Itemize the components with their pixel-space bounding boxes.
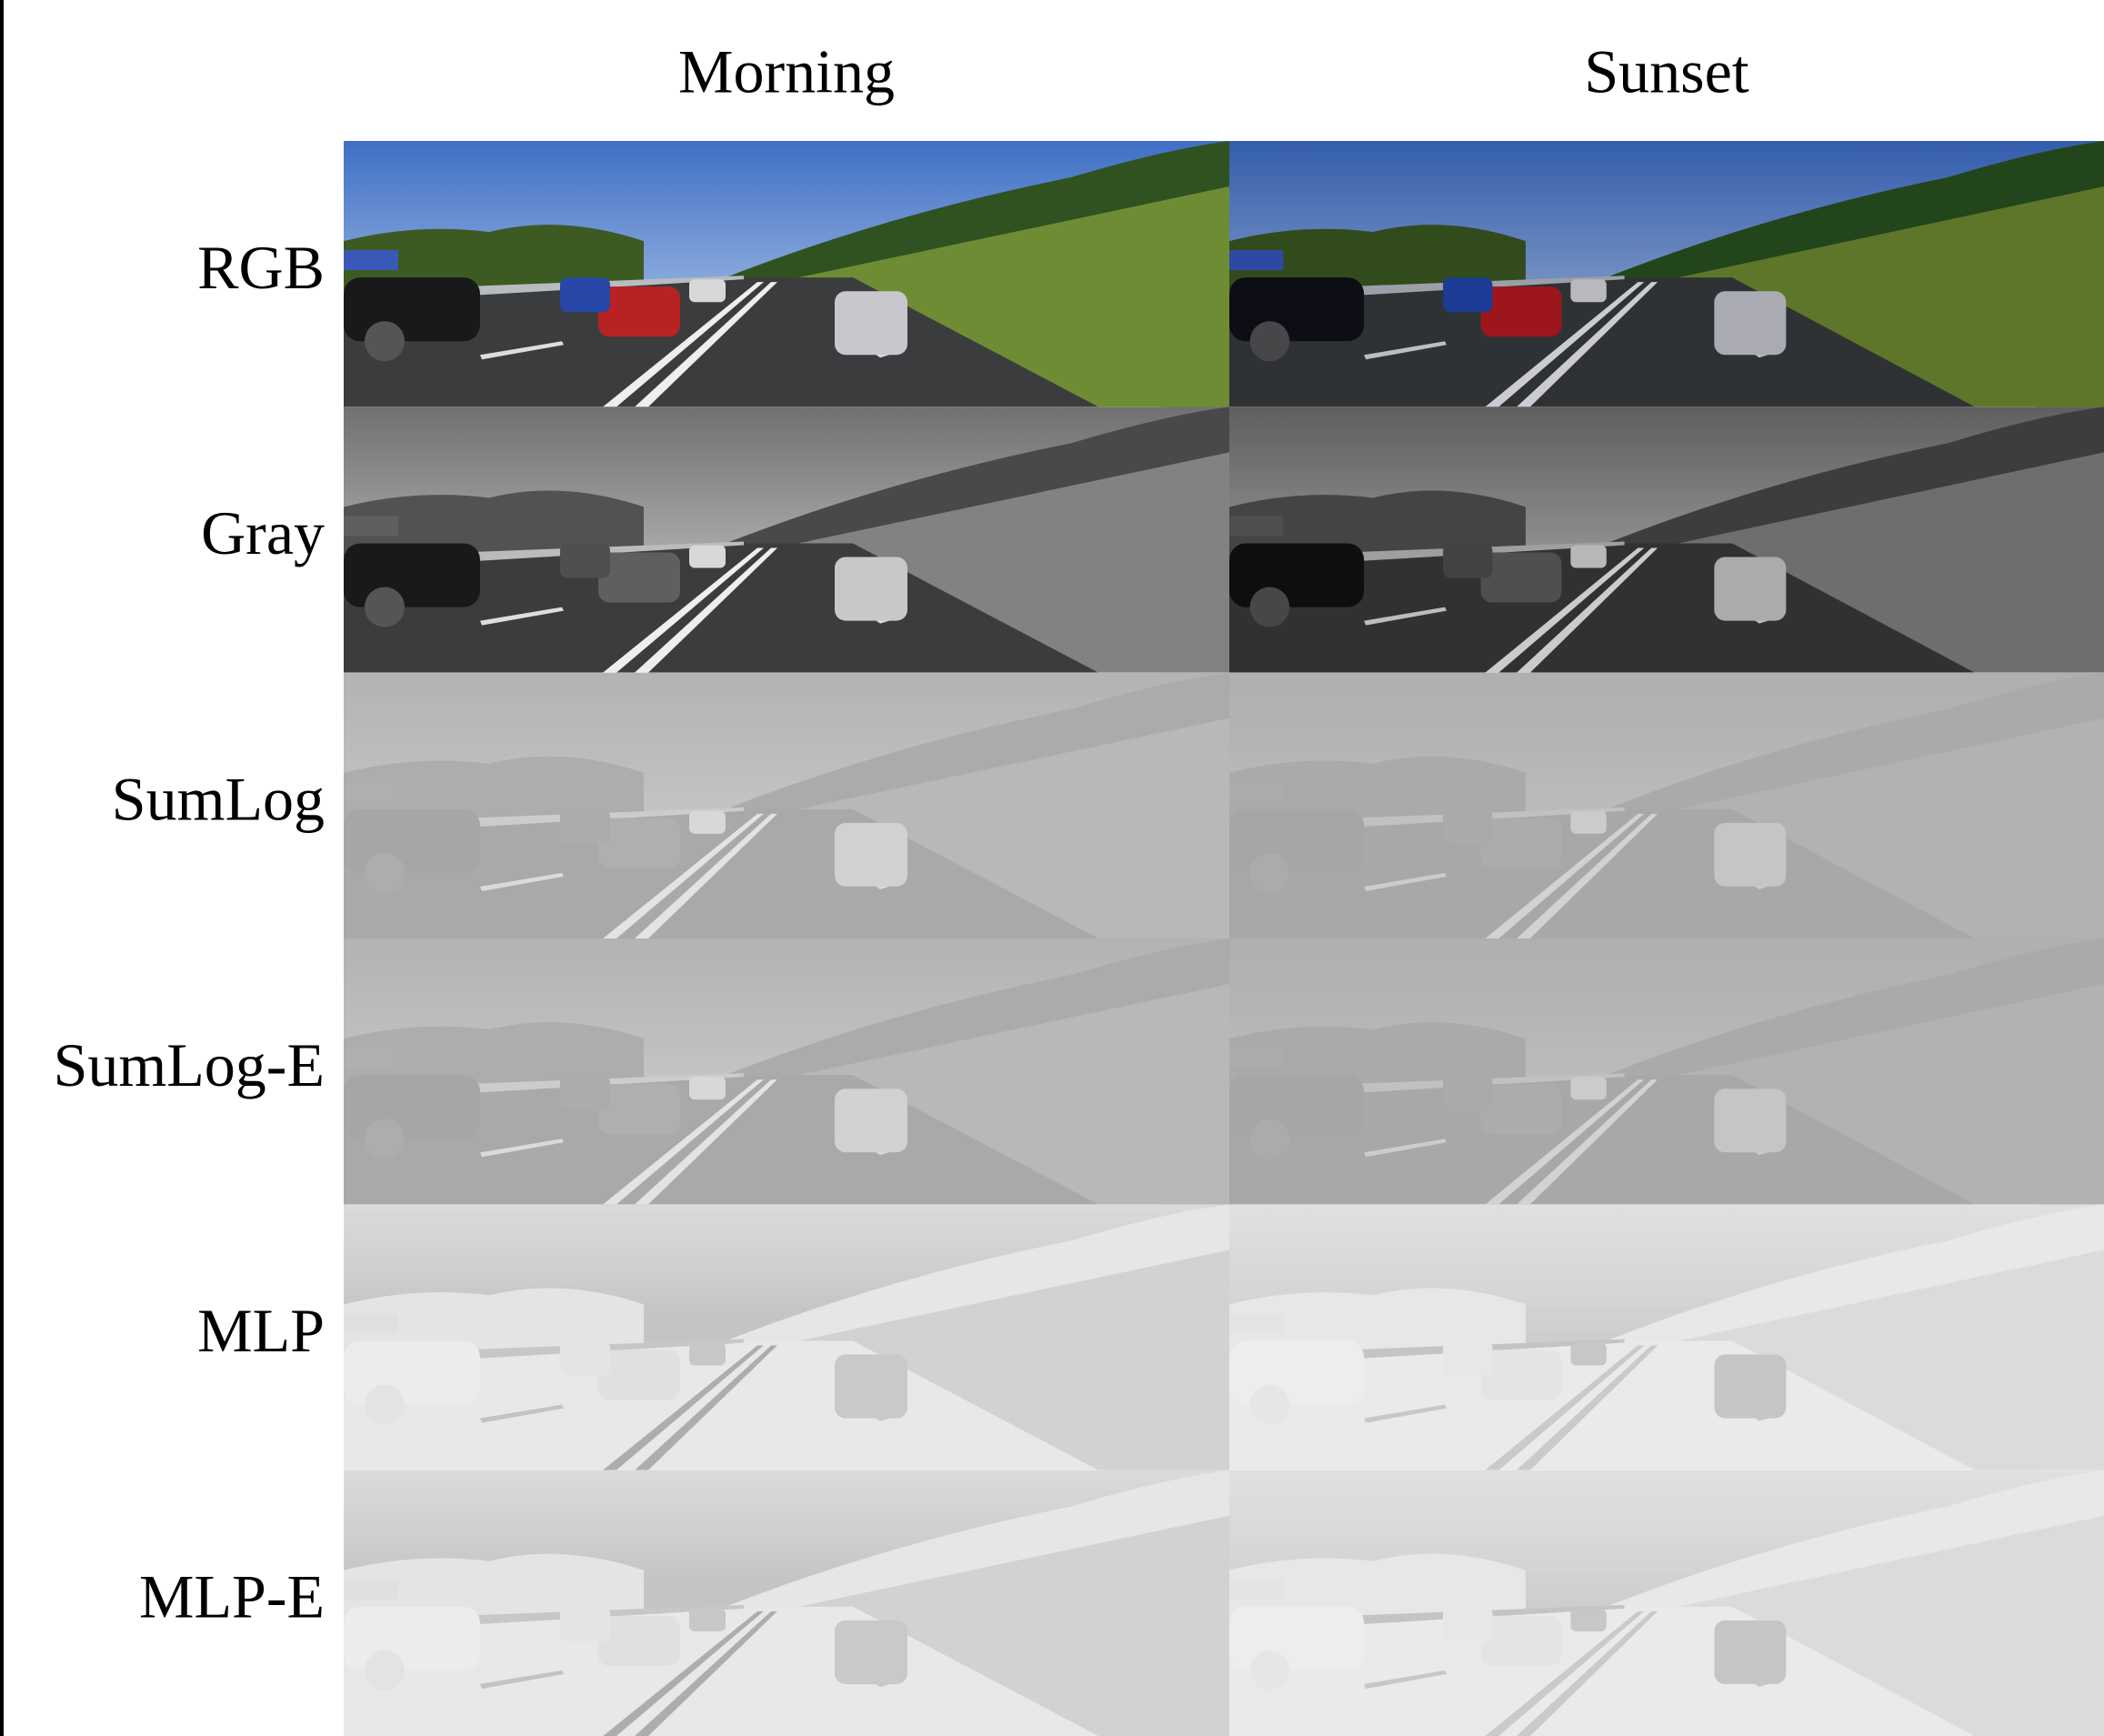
image-cell xyxy=(344,141,1229,406)
scene-image xyxy=(344,406,1229,672)
row-label: RGB xyxy=(197,233,325,302)
image-cell xyxy=(344,673,1229,938)
image-content xyxy=(344,673,1229,938)
figure: Morning Sunset RGB Gray SumLog SumLog-E MLP MLP… xyxy=(0,0,2104,1736)
scene-image xyxy=(1229,1470,2104,1736)
image-content xyxy=(344,406,1229,672)
column-header: Sunset xyxy=(1584,37,1748,106)
scene-image xyxy=(1229,406,2104,672)
image-cell xyxy=(344,1470,1229,1736)
image-content xyxy=(1229,141,2104,406)
image-content xyxy=(1229,1204,2104,1470)
image-content xyxy=(344,1470,1229,1736)
scene-image xyxy=(1229,1204,2104,1470)
image-cell xyxy=(1229,673,2104,938)
scene-image xyxy=(344,1470,1229,1736)
scene-image xyxy=(1229,141,2104,406)
image-cell xyxy=(344,406,1229,672)
scene-image xyxy=(344,938,1229,1204)
image-cell xyxy=(1229,938,2104,1204)
image-content xyxy=(1229,1470,2104,1736)
row-label: MLP xyxy=(197,1296,325,1365)
scene-image xyxy=(1229,673,2104,938)
row-label: Gray xyxy=(201,498,325,567)
row-label: SumLog-E xyxy=(54,1030,325,1099)
image-cell xyxy=(1229,1470,2104,1736)
image-cell xyxy=(1229,1204,2104,1470)
image-content xyxy=(1229,938,2104,1204)
image-content xyxy=(344,1204,1229,1470)
image-content xyxy=(344,938,1229,1204)
image-content xyxy=(1229,673,2104,938)
image-content xyxy=(344,141,1229,406)
row-label: MLP-E xyxy=(139,1561,325,1631)
scene-image xyxy=(344,1204,1229,1470)
image-cell xyxy=(1229,406,2104,672)
image-cell xyxy=(344,938,1229,1204)
scene-image xyxy=(344,673,1229,938)
left-border xyxy=(0,0,4,1736)
scene-image xyxy=(1229,938,2104,1204)
image-cell xyxy=(344,1204,1229,1470)
column-header: Morning xyxy=(678,37,895,106)
scene-image xyxy=(344,141,1229,406)
row-label: SumLog xyxy=(112,764,325,833)
image-cell xyxy=(1229,141,2104,406)
image-content xyxy=(1229,406,2104,672)
